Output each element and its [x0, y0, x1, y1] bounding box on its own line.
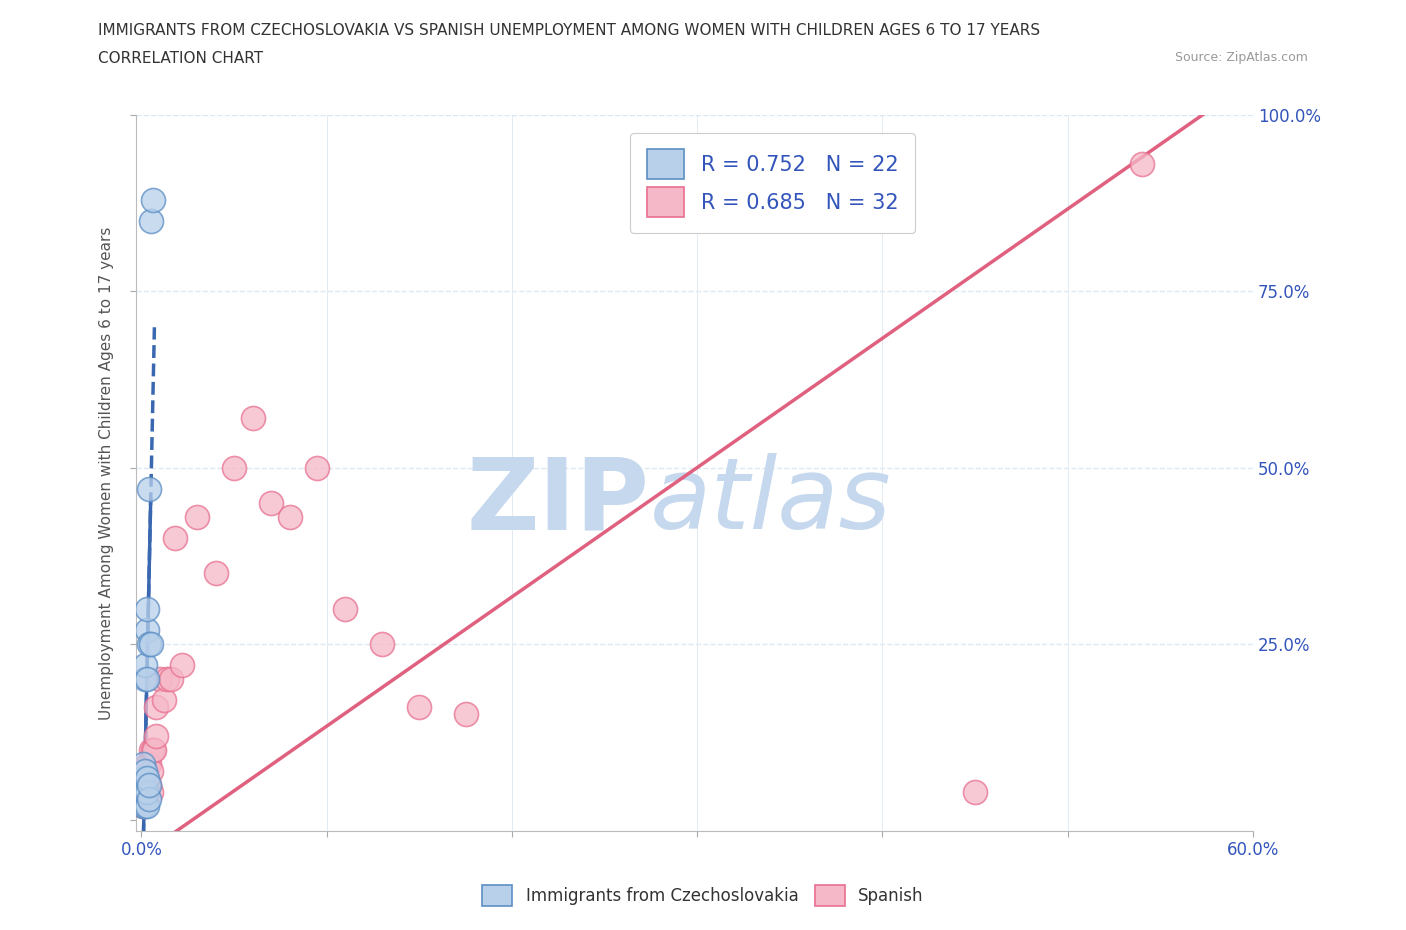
- Point: [172, 658, 194, 672]
- Point: [139, 636, 162, 651]
- Point: [134, 777, 156, 792]
- Point: [139, 764, 162, 778]
- Point: [138, 636, 160, 651]
- Point: [134, 658, 156, 672]
- Point: [136, 770, 159, 785]
- Point: [145, 728, 167, 743]
- Point: [204, 566, 226, 581]
- Point: [139, 213, 162, 228]
- Point: [134, 799, 156, 814]
- Text: IMMIGRANTS FROM CZECHOSLOVAKIA VS SPANISH UNEMPLOYMENT AMONG WOMEN WITH CHILDREN: IMMIGRANTS FROM CZECHOSLOVAKIA VS SPANIS…: [98, 23, 1040, 38]
- Point: [136, 777, 159, 792]
- Point: [132, 785, 155, 800]
- Point: [307, 460, 329, 475]
- Point: [145, 700, 167, 715]
- Point: [152, 693, 174, 708]
- Point: [134, 671, 156, 686]
- Point: [138, 791, 160, 806]
- Text: CORRELATION CHART: CORRELATION CHART: [98, 51, 263, 66]
- Point: [1130, 157, 1153, 172]
- Point: [139, 742, 162, 757]
- Text: Source: ZipAtlas.com: Source: ZipAtlas.com: [1174, 51, 1308, 64]
- Point: [371, 636, 394, 651]
- Point: [132, 799, 155, 814]
- Legend: R = 0.752   N = 22, R = 0.685   N = 32: R = 0.752 N = 22, R = 0.685 N = 32: [630, 133, 915, 233]
- Point: [136, 799, 159, 814]
- Point: [136, 785, 159, 800]
- Point: [142, 742, 165, 757]
- Point: [142, 193, 165, 207]
- Point: [138, 756, 160, 771]
- Point: [963, 785, 986, 800]
- Point: [260, 496, 283, 511]
- Point: [132, 756, 155, 771]
- Point: [335, 601, 357, 616]
- Text: atlas: atlas: [650, 453, 891, 550]
- Y-axis label: Unemployment Among Women with Children Ages 6 to 17 years: Unemployment Among Women with Children A…: [100, 226, 114, 720]
- Point: [139, 785, 162, 800]
- Point: [134, 785, 156, 800]
- Point: [408, 700, 430, 715]
- Point: [132, 799, 155, 814]
- Point: [222, 460, 245, 475]
- Point: [138, 777, 160, 792]
- Point: [136, 671, 159, 686]
- Point: [132, 770, 155, 785]
- Point: [138, 777, 160, 792]
- Point: [143, 742, 166, 757]
- Point: [454, 707, 477, 722]
- Point: [136, 601, 159, 616]
- Point: [149, 671, 172, 686]
- Point: [136, 622, 159, 637]
- Point: [134, 764, 156, 778]
- Point: [163, 531, 186, 546]
- Point: [138, 482, 160, 497]
- Point: [136, 756, 159, 771]
- Point: [242, 411, 264, 426]
- Legend: Immigrants from Czechoslovakia, Spanish: Immigrants from Czechoslovakia, Spanish: [475, 879, 931, 912]
- Point: [160, 671, 183, 686]
- Point: [156, 671, 179, 686]
- Text: ZIP: ZIP: [467, 453, 650, 550]
- Point: [186, 510, 208, 525]
- Point: [278, 510, 301, 525]
